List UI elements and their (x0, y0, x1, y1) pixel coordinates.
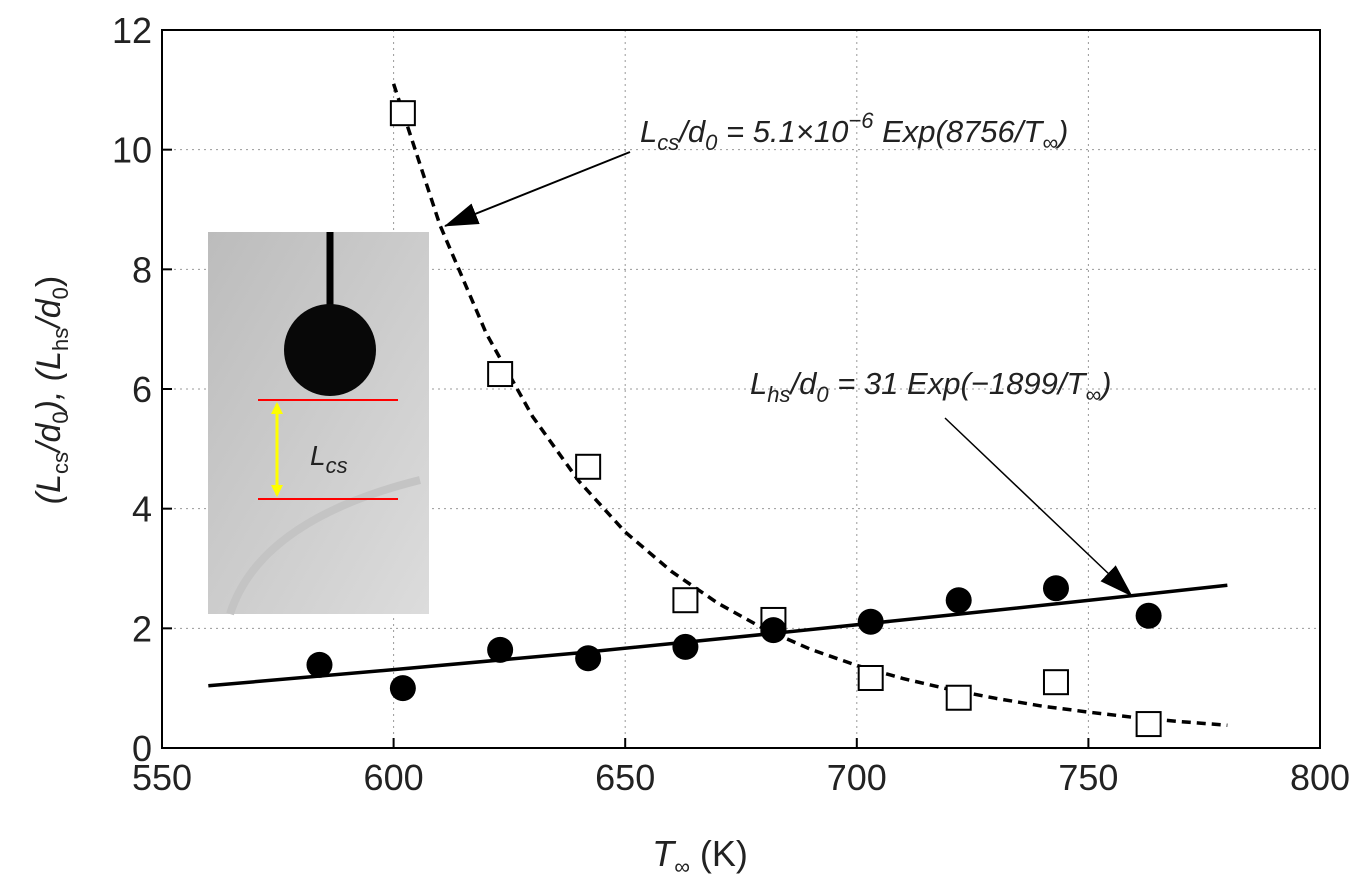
y-axis-label-part: ), (L (30, 351, 68, 415)
marks (208, 83, 1228, 738)
plot-frame (161, 29, 1321, 749)
x-tick-label: 650 (595, 757, 655, 798)
inset-label-part: L (310, 440, 326, 471)
circle-point (857, 608, 884, 635)
annotation: Lcs/d0 = 5.1×10−6 Exp(8756/T∞) (640, 108, 1068, 155)
annotation-part: ) (1054, 114, 1068, 149)
annotation-part: = 31 Exp(−1899/T (829, 366, 1088, 401)
x-axis-label-part: T (652, 833, 677, 874)
square-point (487, 361, 514, 388)
x-tick-label: 550 (132, 757, 192, 798)
annotation-part: hs (767, 382, 790, 407)
annotation-arrow (944, 417, 1133, 597)
annotation-part: ) (1097, 366, 1111, 401)
y-axis-label: (Lcs/d0), (Lhs/d0) (30, 276, 73, 504)
annotation-part: 0 (816, 382, 829, 407)
y-axis-label-part: (L (30, 474, 68, 504)
x-tick-label: 700 (827, 757, 887, 798)
square-point (672, 587, 699, 614)
inset-label-part: cs (326, 453, 348, 478)
y-axis-label-part: 0 (48, 411, 73, 423)
square-point (945, 684, 972, 711)
annotation-part: L (750, 366, 767, 401)
square-point (857, 664, 884, 691)
inset-droplet (284, 304, 376, 396)
circle-point (1042, 575, 1069, 602)
inset-photo: Lcs (208, 232, 429, 616)
annotation-part: /d (789, 366, 819, 401)
circle-point (575, 645, 602, 672)
y-tick-label: 4 (132, 489, 152, 530)
circle-point (945, 587, 972, 614)
fit-line (391, 83, 1228, 728)
inset-shading (226, 476, 421, 616)
square-point (1135, 711, 1162, 738)
x-axis-label-part: (K) (690, 833, 748, 874)
annotation-part: = 5.1×10 (717, 114, 848, 149)
y-tick-label: 2 (132, 608, 152, 649)
y-axis-label-part: /d (30, 423, 68, 454)
y-tick-label: 10 (112, 130, 152, 171)
inset-label: Lcs (310, 440, 348, 478)
annotation-part: cs (657, 130, 679, 155)
annotation-part: L (640, 114, 657, 149)
y-axis-label-part: /d (30, 298, 68, 329)
square-point (1042, 669, 1069, 696)
y-axis-label-part: 0 (48, 287, 73, 299)
circle-point (389, 675, 416, 702)
circle-point (1135, 602, 1162, 629)
circle-point (760, 617, 787, 644)
square-point (575, 453, 602, 480)
annotation-arrow (444, 151, 631, 227)
x-axis-label: T∞ (K) (652, 833, 748, 879)
x-axis-label-part: ∞ (674, 854, 690, 879)
annotation-part: ∞ (1042, 130, 1058, 155)
y-tick-label: 8 (132, 249, 152, 290)
inset-background (208, 232, 429, 614)
circle-point (672, 633, 699, 660)
y-axis-label-part: ) (30, 276, 68, 287)
x-tick-label: 600 (364, 757, 424, 798)
square-point (389, 100, 416, 127)
annotation-part: Exp(8756/T (873, 114, 1044, 149)
annotation-part: 0 (705, 130, 718, 155)
x-tick-label: 750 (1058, 757, 1118, 798)
y-tick-label: 0 (132, 728, 152, 769)
y-axis-label-part: cs (48, 452, 73, 474)
y-axis-label-part: hs (48, 328, 73, 351)
annotation: Lhs/d0 = 31 Exp(−1899/T∞) (750, 366, 1111, 407)
annotation-part: ∞ (1085, 382, 1101, 407)
y-tick-label: 12 (112, 10, 152, 51)
annotation-part: /d (677, 114, 707, 149)
x-tick-label: 800 (1290, 757, 1350, 798)
y-tick-label: 6 (132, 369, 152, 410)
annotation-part: −6 (848, 108, 874, 133)
circle-point (306, 651, 333, 678)
circle-point (487, 636, 514, 663)
